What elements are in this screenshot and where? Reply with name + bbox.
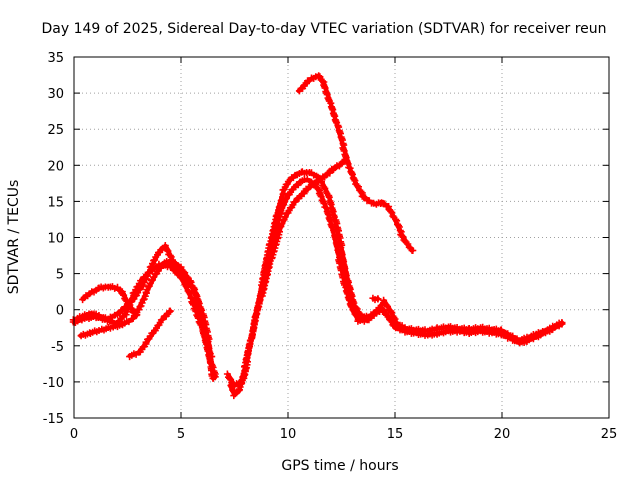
data-point	[127, 298, 135, 306]
data-point	[390, 314, 398, 322]
y-tick-label: 0	[56, 304, 64, 319]
x-tick-label: 10	[280, 427, 297, 442]
data-point	[351, 177, 359, 185]
data-point	[120, 291, 128, 299]
series-layer	[69, 72, 566, 400]
data-point	[166, 262, 174, 270]
data-point	[388, 309, 396, 317]
data-point	[171, 267, 179, 275]
y-tick-label: 30	[47, 87, 64, 102]
data-point	[161, 242, 169, 249]
data-point	[187, 278, 195, 286]
y-tick-label: -15	[43, 412, 64, 427]
data-point	[392, 215, 400, 223]
data-point	[314, 185, 322, 193]
x-tick-label: 25	[601, 427, 618, 442]
x-tick-label: 15	[387, 427, 404, 442]
data-point	[319, 77, 326, 85]
data-point	[320, 199, 328, 207]
series-track-8	[258, 157, 348, 300]
y-tick-label: 20	[47, 159, 64, 174]
data-point	[320, 183, 328, 191]
data-point	[180, 277, 188, 285]
data-point	[380, 296, 388, 304]
data-point	[179, 268, 187, 275]
y-tick-label: -5	[51, 340, 64, 355]
data-point	[322, 188, 330, 196]
x-axis-label: GPS time / hours	[281, 458, 398, 474]
data-point	[321, 184, 329, 192]
data-point	[183, 283, 191, 291]
x-tick-label: 0	[70, 427, 78, 442]
data-point	[227, 375, 235, 383]
data-point	[179, 275, 187, 283]
data-point	[384, 302, 391, 310]
data-point	[387, 207, 395, 215]
data-point	[374, 295, 382, 303]
series-track-4	[69, 260, 219, 381]
data-point	[391, 315, 399, 323]
y-tick-label: 35	[47, 51, 64, 66]
series-track-7	[223, 168, 566, 389]
data-point	[315, 72, 323, 80]
data-point	[355, 183, 362, 191]
series-track-5	[126, 307, 174, 361]
x-tick-label: 20	[494, 427, 511, 442]
data-point	[163, 246, 171, 254]
grid-layer	[74, 57, 609, 418]
data-point	[182, 282, 190, 290]
data-point	[189, 299, 197, 307]
data-point	[185, 288, 193, 296]
y-axis-label: SDTVAR / TECUs	[6, 180, 22, 295]
data-point	[404, 240, 412, 248]
series-line	[71, 243, 216, 381]
y-tick-label: 5	[56, 268, 64, 283]
data-point	[395, 222, 402, 230]
data-point	[353, 305, 361, 313]
y-tick-label: 10	[47, 232, 64, 247]
data-point	[388, 209, 396, 217]
data-point	[254, 304, 262, 312]
y-tick-label: 25	[47, 123, 64, 138]
data-point	[211, 373, 219, 381]
data-point	[177, 263, 185, 271]
data-point	[166, 307, 174, 315]
data-point	[393, 217, 401, 225]
data-point	[395, 223, 403, 231]
data-point	[226, 374, 233, 382]
data-point	[350, 299, 358, 307]
series-line	[227, 177, 565, 398]
y-tick-label: -10	[43, 376, 64, 391]
series-track-9	[295, 72, 417, 254]
data-point	[398, 232, 406, 240]
data-point	[399, 233, 407, 241]
data-point	[385, 203, 393, 210]
data-point	[408, 247, 416, 254]
data-point	[223, 370, 231, 378]
data-point	[317, 193, 325, 201]
data-point	[119, 290, 126, 298]
data-point	[181, 269, 189, 277]
series-track-10	[369, 294, 382, 304]
data-point	[357, 188, 365, 196]
tick-layer: 0 5 10 15 20 25 -15 -10 -5 0 5 10 15 20 25 30 35	[43, 51, 618, 442]
data-point	[136, 303, 144, 311]
data-point	[353, 182, 361, 189]
chart-title: Day 149 of 2025, Sidereal Day-to-day VTE…	[41, 21, 606, 37]
data-point	[558, 319, 566, 327]
data-point	[352, 304, 360, 312]
data-point	[382, 301, 390, 309]
x-tick-label: 5	[177, 427, 185, 442]
data-point	[139, 296, 147, 304]
data-point	[387, 307, 395, 315]
data-point	[279, 217, 287, 225]
y-tick-label: 15	[47, 195, 64, 210]
data-point	[192, 308, 200, 315]
data-point	[122, 296, 130, 304]
